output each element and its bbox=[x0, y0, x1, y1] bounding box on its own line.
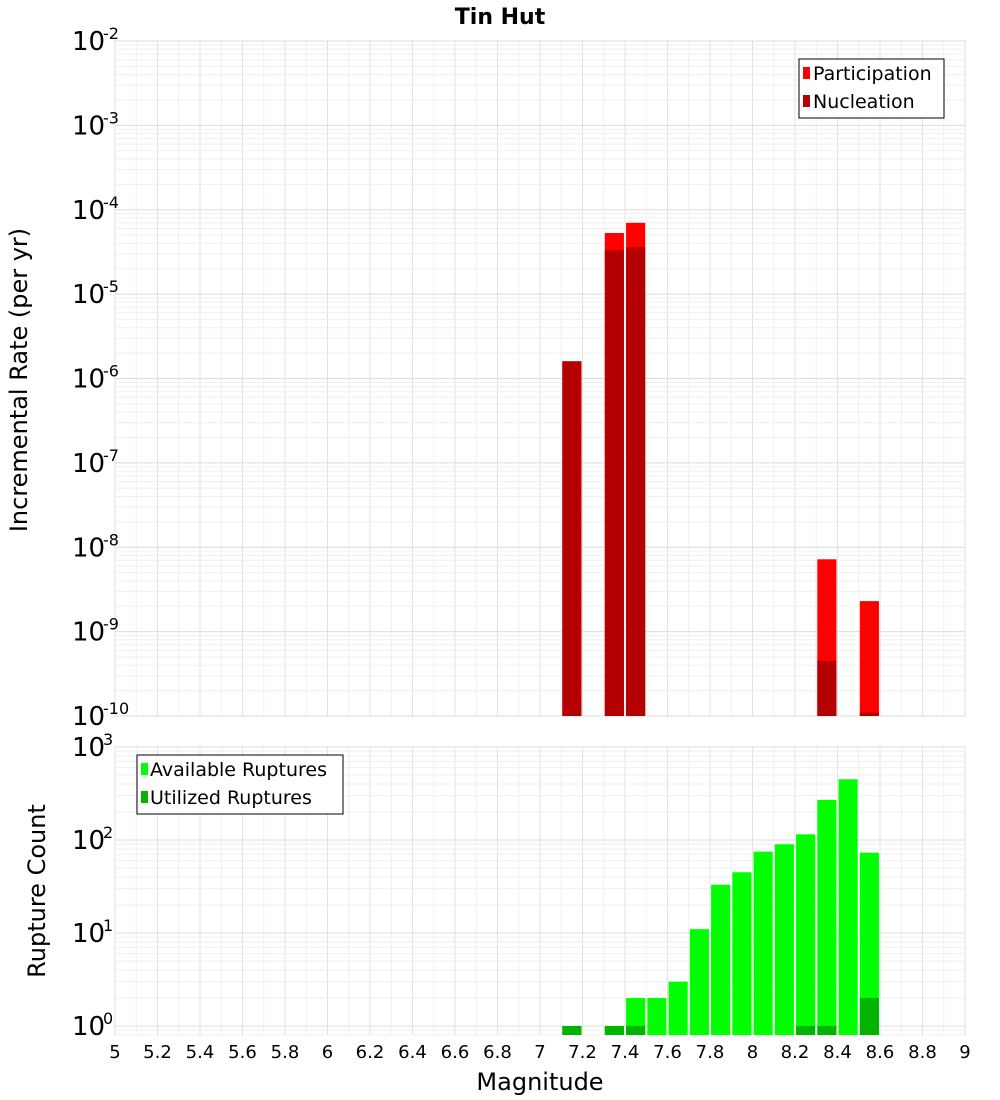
y-tick-label: 10 bbox=[72, 618, 105, 648]
bar-available-ruptures-8-25 bbox=[796, 834, 816, 1035]
legend-label-utilized-ruptures: Utilized Ruptures bbox=[150, 787, 312, 809]
y-tick-exponent: 1 bbox=[103, 916, 113, 935]
bottom-bars bbox=[562, 779, 879, 1035]
legend-label-nucleation: Nucleation bbox=[813, 91, 915, 113]
legend-label-participation: Participation bbox=[813, 63, 932, 85]
y-tick-label: 10 bbox=[72, 111, 105, 141]
bar-available-ruptures-8-55 bbox=[859, 852, 879, 1035]
x-tick-label: 7.6 bbox=[653, 1042, 682, 1063]
bar-available-ruptures-8-45 bbox=[838, 779, 858, 1035]
bar-nucleation-7-35 bbox=[604, 250, 624, 717]
x-tick-label: 8 bbox=[747, 1042, 758, 1063]
x-tick-label: 8.2 bbox=[781, 1042, 810, 1063]
x-ticks: 5 5.2 5.4 5.6 5.8 6 6.2 6.4 6.6 6.8 7 7.2 7.4 7.6 7.8 8… bbox=[109, 1042, 970, 1063]
legend-swatch-participation bbox=[803, 67, 810, 79]
x-tick-label: 9 bbox=[959, 1042, 970, 1063]
top-y-axis-label: Incremental Rate (per yr) bbox=[5, 228, 33, 532]
bar-available-ruptures-7-55 bbox=[647, 997, 667, 1035]
y-tick-exponent: -6 bbox=[103, 362, 119, 381]
x-tick-label: 6.6 bbox=[441, 1042, 470, 1063]
y-tick-label: 10 bbox=[72, 733, 105, 763]
bar-utilized-ruptures-7-15 bbox=[562, 1025, 582, 1035]
y-tick-label: 10 bbox=[72, 27, 105, 57]
bar-available-ruptures-7-65 bbox=[668, 981, 688, 1035]
x-tick-label: 7.4 bbox=[611, 1042, 640, 1063]
top-grid bbox=[114, 40, 966, 717]
bar-utilized-ruptures-7-45 bbox=[626, 1025, 646, 1035]
top-legend-box bbox=[798, 58, 945, 119]
x-tick-label: 6 bbox=[322, 1042, 333, 1063]
top-bars bbox=[562, 222, 879, 717]
x-tick-label: 6.2 bbox=[356, 1042, 385, 1063]
y-tick-exponent: -3 bbox=[103, 108, 119, 127]
y-tick-label: 10 bbox=[72, 533, 105, 563]
bottom-y-axis-label: Rupture Count bbox=[23, 804, 51, 978]
bar-available-ruptures-7-95 bbox=[732, 872, 752, 1035]
bottom-legend: Available Ruptures Utilized Ruptures bbox=[136, 754, 344, 815]
legend-swatch-nucleation bbox=[803, 95, 810, 107]
x-axis-label: Magnitude bbox=[476, 1068, 603, 1096]
y-tick-exponent: -2 bbox=[103, 24, 119, 43]
y-tick-exponent: -10 bbox=[103, 699, 129, 718]
bar-available-ruptures-7-75 bbox=[689, 929, 709, 1035]
x-tick-label: 5.8 bbox=[271, 1042, 300, 1063]
y-tick-exponent: 3 bbox=[103, 730, 113, 749]
y-tick-exponent: -4 bbox=[103, 193, 119, 212]
y-tick-exponent: -7 bbox=[103, 446, 119, 465]
bar-utilized-ruptures-8-35 bbox=[817, 1025, 837, 1035]
y-tick-exponent: 2 bbox=[103, 823, 113, 842]
bar-nucleation-7-45 bbox=[626, 247, 646, 716]
top-legend: Participation Nucleation bbox=[798, 58, 945, 119]
x-tick-label: 7.8 bbox=[696, 1042, 725, 1063]
y-tick-exponent: -5 bbox=[103, 277, 119, 296]
bar-utilized-ruptures-7-35 bbox=[604, 1025, 624, 1035]
y-tick-exponent: -8 bbox=[103, 530, 119, 549]
x-tick-label: 5.2 bbox=[143, 1042, 172, 1063]
y-tick-label: 10 bbox=[72, 449, 105, 479]
bar-nucleation-8-35 bbox=[817, 660, 837, 716]
x-tick-label: 8.4 bbox=[823, 1042, 852, 1063]
bar-nucleation-8-55 bbox=[859, 712, 879, 716]
y-tick-exponent: -9 bbox=[103, 615, 119, 634]
bar-utilized-ruptures-8-25 bbox=[796, 1025, 816, 1035]
legend-swatch-utilized-ruptures bbox=[141, 791, 148, 803]
x-tick-label: 8.6 bbox=[866, 1042, 895, 1063]
chart-title: Tin Hut bbox=[455, 5, 546, 30]
y-tick-label: 10 bbox=[72, 196, 105, 226]
bottom-grid bbox=[114, 746, 966, 1036]
x-tick-label: 5.6 bbox=[228, 1042, 257, 1063]
bar-available-ruptures-8-35 bbox=[817, 799, 837, 1035]
x-tick-label: 6.4 bbox=[398, 1042, 427, 1063]
y-tick-label: 10 bbox=[72, 280, 105, 310]
x-tick-label: 7 bbox=[534, 1042, 545, 1063]
bar-available-ruptures-8-05 bbox=[753, 851, 773, 1035]
legend-swatch-available-ruptures bbox=[141, 763, 148, 775]
x-tick-label: 5.4 bbox=[186, 1042, 215, 1063]
y-tick-label: 10 bbox=[72, 702, 105, 732]
x-tick-label: 8.8 bbox=[908, 1042, 937, 1063]
bar-nucleation-7-15 bbox=[562, 361, 582, 716]
bar-available-ruptures-8-15 bbox=[774, 844, 794, 1035]
x-tick-label: 5 bbox=[109, 1042, 120, 1063]
x-tick-label: 6.8 bbox=[483, 1042, 512, 1063]
y-tick-label: 10 bbox=[72, 365, 105, 395]
bar-available-ruptures-7-45 bbox=[626, 997, 646, 1035]
legend-label-available-ruptures: Available Ruptures bbox=[150, 759, 327, 781]
bar-participation-8-55 bbox=[859, 601, 879, 716]
y-tick-label: 10 bbox=[72, 826, 105, 856]
bar-available-ruptures-7-85 bbox=[711, 884, 731, 1035]
y-tick-label: 10 bbox=[72, 1012, 105, 1042]
y-tick-exponent: 0 bbox=[103, 1009, 113, 1028]
y-tick-label: 10 bbox=[72, 919, 105, 949]
bottom-legend-box bbox=[136, 754, 344, 815]
x-tick-label: 7.2 bbox=[568, 1042, 597, 1063]
bar-utilized-ruptures-8-55 bbox=[859, 997, 879, 1035]
